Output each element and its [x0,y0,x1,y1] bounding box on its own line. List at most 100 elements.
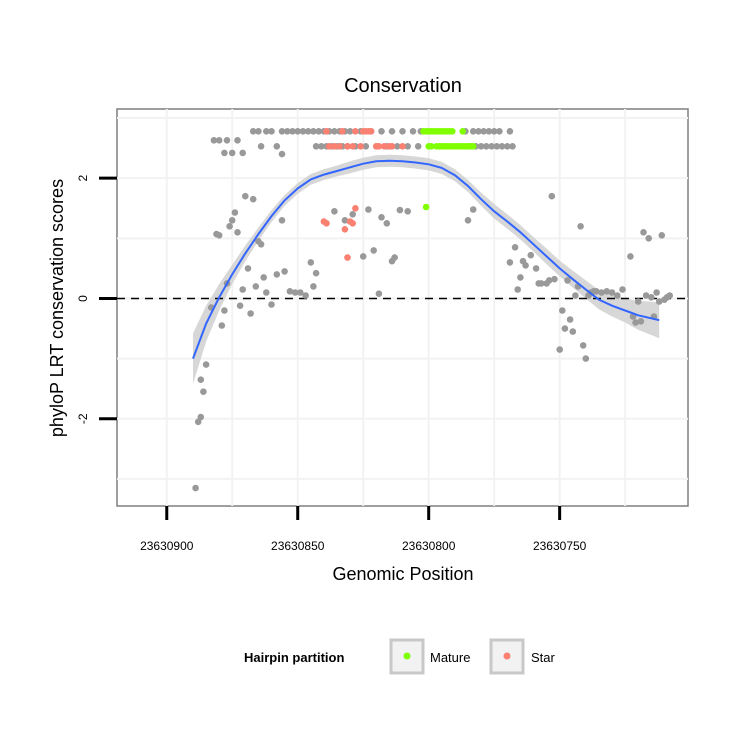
point-other [299,128,307,135]
y-tick-label: 0 [76,295,90,302]
legend: Hairpin partition Mature Star [244,638,556,675]
point-other [197,376,205,384]
point-other [645,235,652,242]
axes-layer: 23630900 23630850 23630800 23630750 2 0 -2 [76,175,587,553]
point-other [281,268,288,275]
point-other [234,229,241,236]
point-other [485,128,493,135]
legend-label-star: Star [531,650,556,665]
point-other [564,277,571,284]
point-other [593,288,600,295]
point-other [215,232,223,239]
point-other [653,289,660,296]
legend-label-mature: Mature [430,650,470,665]
point-other [627,253,634,260]
point-other [255,128,262,135]
point-other [383,220,391,227]
point-other [464,217,472,224]
point-star [344,143,351,150]
point-other [331,208,338,215]
point-other [640,229,647,236]
point-other [349,211,357,218]
point-other [483,143,490,150]
legend-marker-star [503,652,511,660]
point-other [632,319,639,326]
point-star [349,143,357,150]
point-other [475,128,482,135]
point-other [210,137,218,144]
point-other [603,288,611,295]
point-other [197,413,205,421]
point-other [666,292,673,299]
point-star [323,220,330,227]
point-other [278,128,286,135]
point-other [284,128,291,135]
point-mature [428,143,435,150]
point-mature [459,128,467,135]
point-other [268,301,275,308]
smooth-layer [192,159,660,359]
point-other [399,128,406,135]
point-other [378,214,385,221]
point-other [375,290,383,298]
point-other [545,277,553,284]
point-other [548,192,556,200]
point-other [582,355,590,362]
point-other [658,232,666,239]
point-mature [422,203,430,211]
point-other [477,143,485,150]
point-other [561,325,569,332]
point-other [504,143,511,150]
point-other [359,253,367,260]
point-other [648,294,655,301]
point-other [608,289,616,296]
point-star [341,226,349,233]
point-other [234,137,241,144]
point-other [404,143,412,150]
point-other [331,128,338,135]
point-other [226,223,233,230]
point-other [509,143,516,150]
point-other [260,274,268,281]
point-other [551,275,558,283]
point-other [218,322,226,329]
x-tick-label: 23630750 [533,539,587,553]
point-other [231,209,239,216]
point-other [637,318,645,325]
point-other [263,128,270,135]
point-other [614,292,621,299]
point-other [556,346,563,353]
point-other [362,143,370,150]
point-other [396,206,404,214]
point-star [323,128,330,135]
point-other [496,128,503,135]
point-other [257,241,265,248]
point-other [307,259,315,266]
point-other [569,328,577,335]
point-other [249,128,257,135]
point-other [404,208,412,215]
point-other [302,292,309,299]
point-other [318,143,325,150]
point-other [291,289,299,296]
point-other [511,244,519,251]
point-other [278,217,286,224]
point-other [202,361,210,368]
point-other [239,286,246,293]
point-star [399,143,406,150]
point-star [349,220,357,227]
point-other [200,388,207,396]
point-star [331,143,338,150]
point-other [263,289,270,296]
legend-key-star [489,638,525,675]
legend-title: Hairpin partition [244,650,344,665]
point-other [192,484,199,492]
point-other [341,217,349,224]
point-star [367,128,375,135]
point-other [346,128,354,135]
point-other [365,206,372,213]
point-other [506,128,514,135]
point-other [394,143,401,150]
point-other [527,251,535,259]
